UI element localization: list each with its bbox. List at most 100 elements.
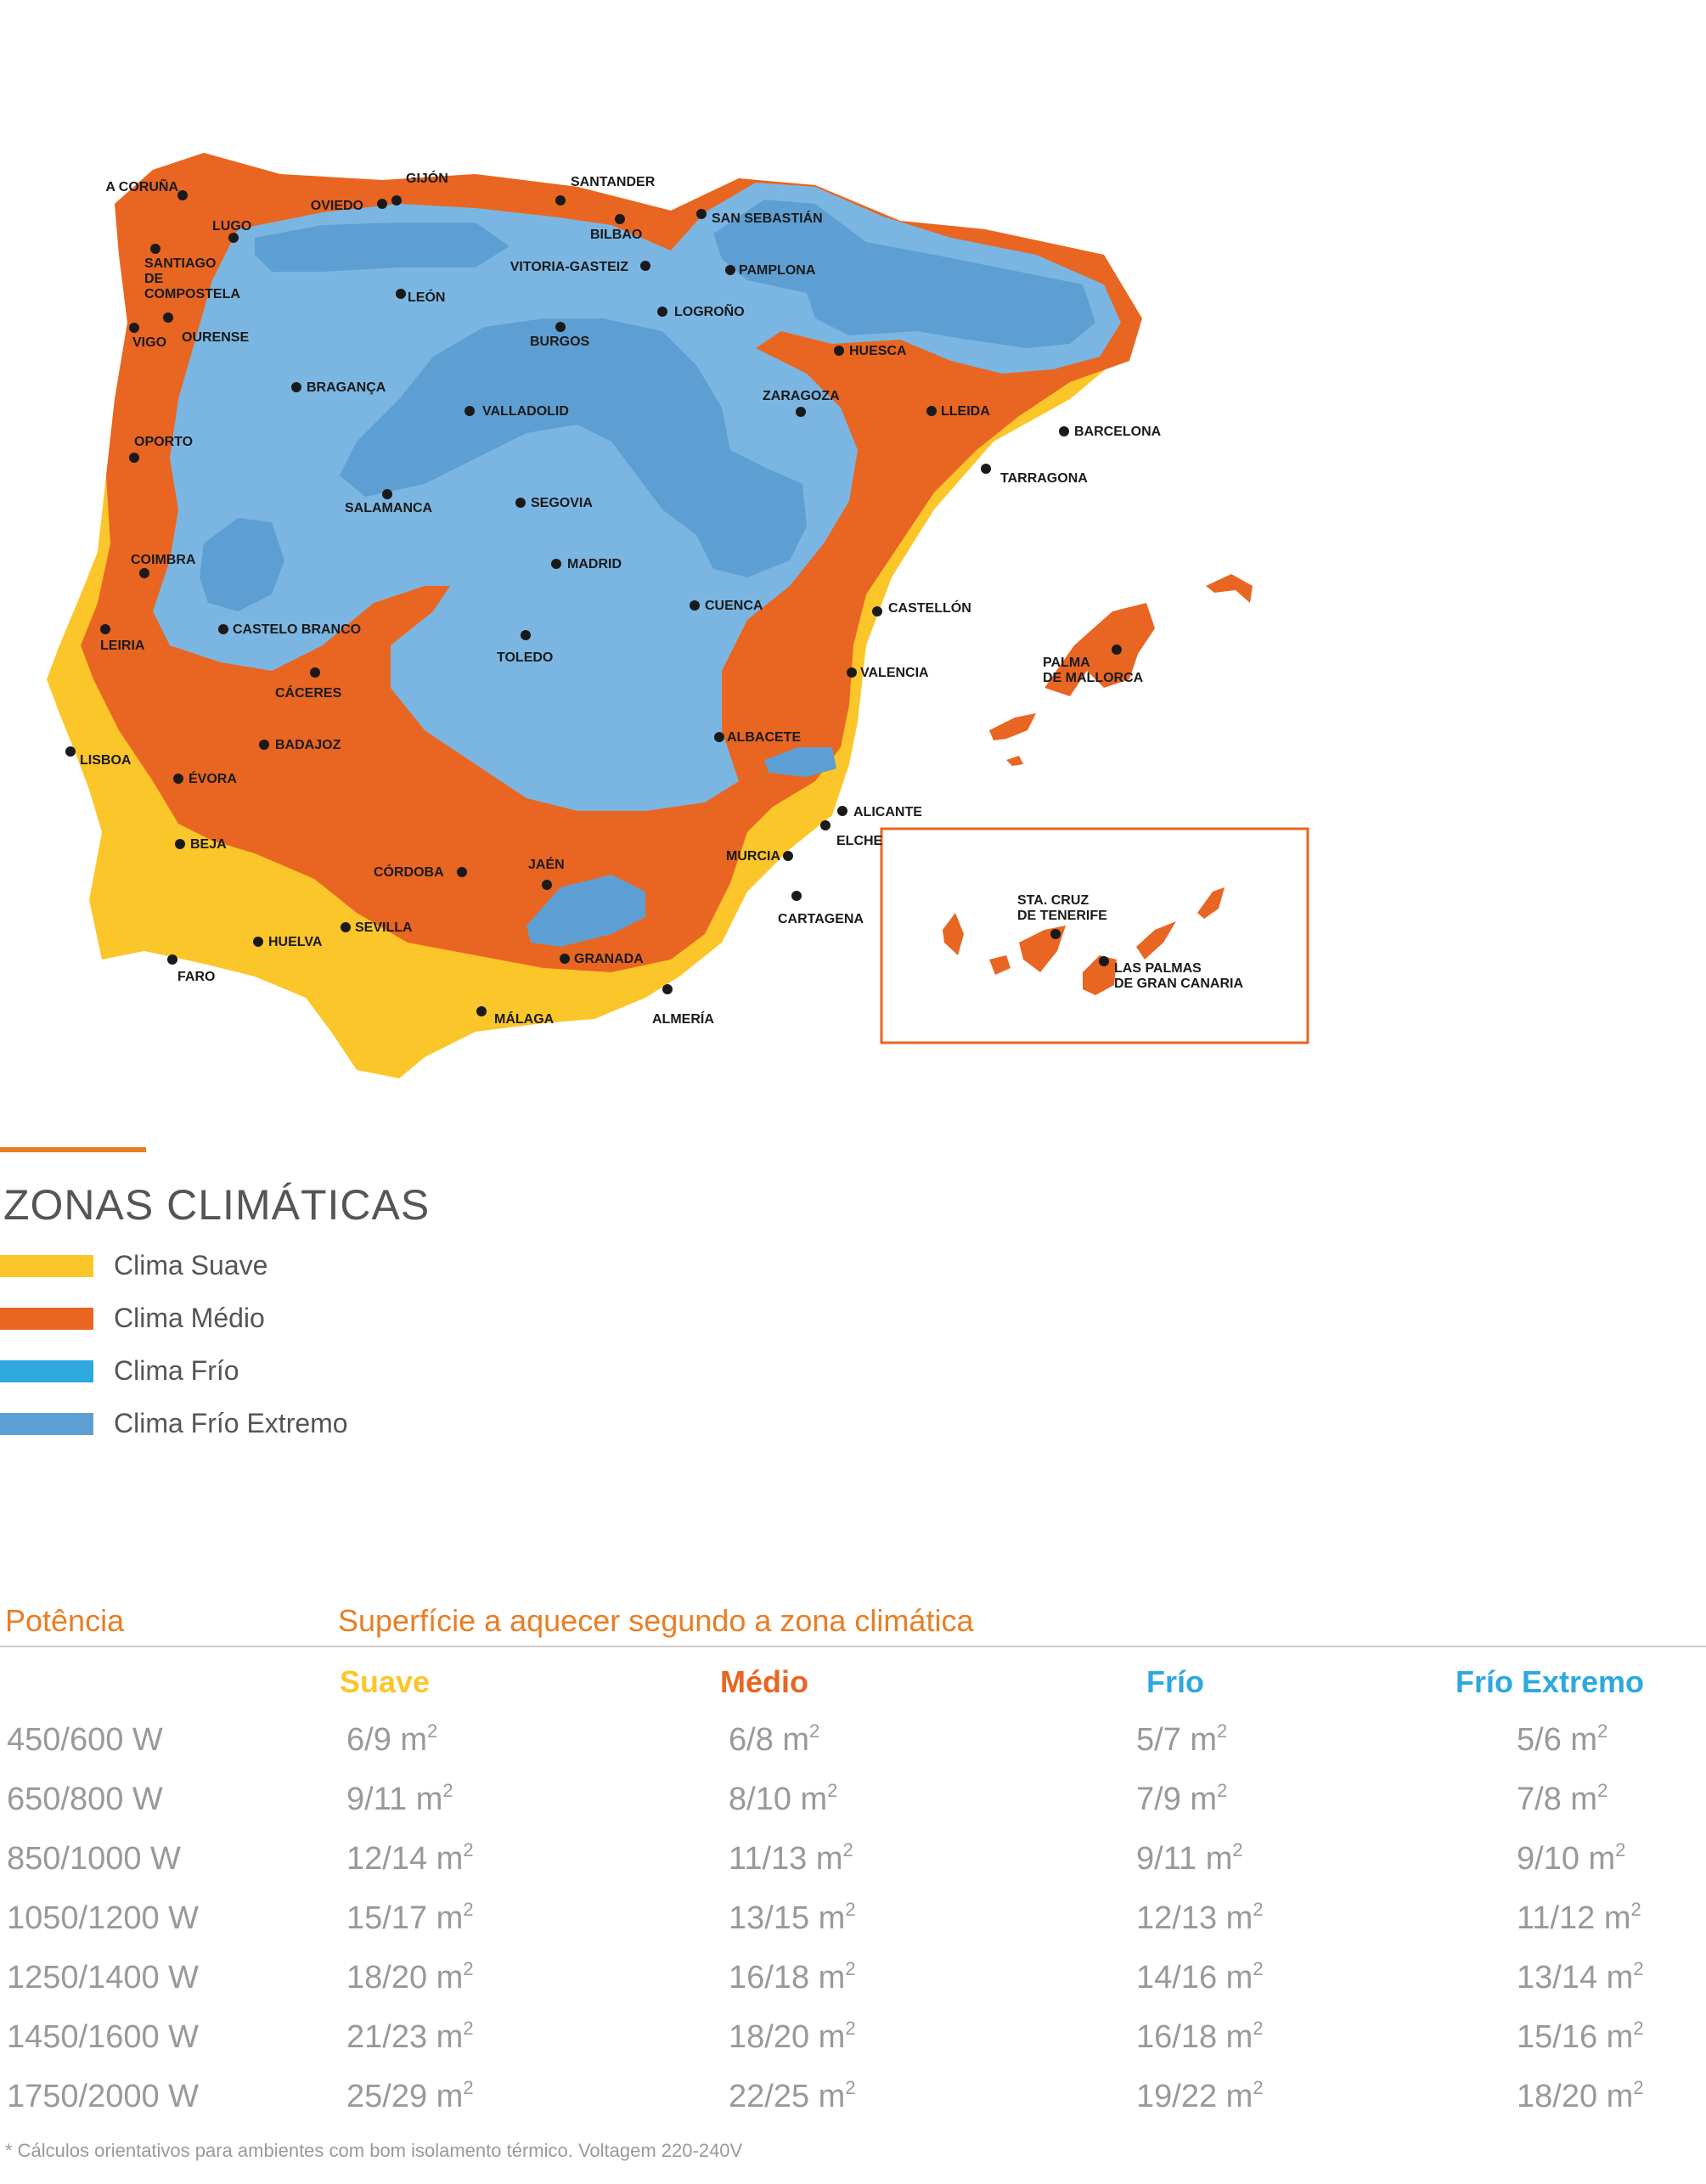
surface-cell: 25/29 m2 <box>346 2077 474 2114</box>
legend-label: Clima Frío Extremo <box>114 1408 348 1438</box>
city-label: LISBOA <box>80 753 132 768</box>
city-caceres: CÁCERES <box>275 667 342 701</box>
city-label: MÁLAGA <box>494 1010 555 1027</box>
city-palma: PALMA DE MALLORCA <box>1043 645 1144 685</box>
city-ourense: OURENSE <box>163 312 249 345</box>
city-dot <box>175 839 185 849</box>
legend-label: Clima Médio <box>114 1303 265 1333</box>
zone-header: Suave <box>340 1664 431 1699</box>
city-cordoba: CÓRDOBA <box>374 864 467 880</box>
city-label: HUELVA <box>268 935 323 949</box>
city-dot <box>542 880 552 890</box>
zone-frio-extremo-north <box>255 222 510 272</box>
legend-item: Clima Médio <box>0 1301 510 1335</box>
power-surface-table: Potência Superfície a aquecer segundo a … <box>0 1596 1706 2114</box>
city-dot <box>981 464 991 474</box>
city-dot <box>218 624 228 634</box>
city-label: LOGROÑO <box>674 302 745 319</box>
island-mallorca <box>1044 603 1155 696</box>
city-dot <box>476 1006 487 1016</box>
table-divider <box>0 1646 1706 1647</box>
city-las-palmas: LAS PALMAS DE GRAN CANARIA <box>1099 956 1243 991</box>
city-dot <box>791 891 802 901</box>
power-column-header: Potência <box>5 1603 125 1638</box>
city-dot <box>662 984 673 994</box>
city-dot <box>100 624 110 634</box>
city-label: SEVILLA <box>355 920 413 935</box>
city-dot <box>457 867 467 877</box>
city-dot <box>291 382 301 392</box>
city-label: A CORUÑA <box>105 177 178 194</box>
city-dot <box>1050 929 1061 939</box>
city-leon: LEÓN <box>396 289 445 305</box>
city-oporto: OPORTO <box>129 435 193 463</box>
surface-cell: 18/20 m2 <box>1517 2077 1644 2114</box>
city-label: PALMA DE MALLORCA <box>1043 656 1144 685</box>
zone-frio-extremo-pyrenees <box>713 200 1095 348</box>
city-label: VITORIA-GASTEIZ <box>510 260 628 274</box>
surface-cell: 16/18 m2 <box>1136 2018 1264 2055</box>
city-sevilla: SEVILLA <box>341 920 413 935</box>
surface-cell: 7/9 m2 <box>1136 1780 1228 1817</box>
city-coimbra: COIMBRA <box>131 553 196 578</box>
island-fuerteventura <box>1136 921 1176 960</box>
city-castelo-branco: CASTELO BRANCO <box>218 622 361 637</box>
city-dot <box>396 289 406 299</box>
city-dot <box>657 307 667 317</box>
city-label: MADRID <box>567 557 622 571</box>
city-label: GRANADA <box>574 952 644 966</box>
city-label: OVIEDO <box>311 199 363 213</box>
city-vitoria: VITORIA-GASTEIZ <box>510 260 650 274</box>
city-dot <box>521 630 531 640</box>
city-label: VIGO <box>132 335 166 350</box>
city-dot <box>872 606 882 616</box>
zone-header: Frío <box>1146 1664 1204 1699</box>
city-dot <box>796 407 806 417</box>
city-label: BADAJOZ <box>275 738 341 752</box>
city-label: LLEIDA <box>941 404 990 419</box>
city-pamplona: PAMPLONA <box>725 263 816 278</box>
city-label: STA. CRUZ DE TENERIFE <box>1017 893 1107 923</box>
island-formentera <box>1006 756 1023 766</box>
city-almeria: ALMERÍA <box>652 984 714 1027</box>
legend-swatch <box>0 1413 93 1435</box>
city-a-coruna: A CORUÑA <box>105 177 188 200</box>
city-zaragoza: ZARAGOZA <box>763 389 840 417</box>
surface-cell: 5/7 m2 <box>1136 1720 1228 1758</box>
legend-item: Clima Frío <box>0 1354 510 1388</box>
city-dot <box>555 322 566 332</box>
city-dot <box>173 774 183 784</box>
city-label: PAMPLONA <box>739 263 816 278</box>
surface-cell: 15/17 m2 <box>346 1899 474 1936</box>
surface-cell: 15/16 m2 <box>1517 2018 1644 2055</box>
city-gijon: GIJÓN <box>391 170 448 205</box>
city-label: CUENCA <box>705 599 763 613</box>
power-cell: 1250/1400 W <box>7 1960 200 1995</box>
city-label: BRAGANÇA <box>307 380 386 395</box>
city-jaen: JAÉN <box>528 856 565 890</box>
zone-frio <box>153 183 1121 811</box>
zone-frio-extremo-central <box>340 318 807 577</box>
city-label: BARCELONA <box>1074 425 1162 439</box>
island-gran-canaria <box>1083 955 1117 995</box>
city-valladolid: VALLADOLID <box>465 404 569 419</box>
city-label: LAS PALMAS DE GRAN CANARIA <box>1114 961 1243 991</box>
legend-item: Clima Frío Extremo <box>0 1406 510 1440</box>
city-dot <box>560 954 570 964</box>
city-dot <box>259 740 269 750</box>
surface-column-header: Superfície a aquecer segundo a zona clim… <box>338 1603 974 1638</box>
city-dot <box>228 233 239 243</box>
city-label: JAÉN <box>528 856 565 872</box>
city-label: SANTIAGO DE COMPOSTELA <box>144 256 240 301</box>
city-label: CASTELLÓN <box>888 599 971 616</box>
city-label: ALMERÍA <box>652 1010 714 1027</box>
city-oviedo: OVIEDO <box>311 199 387 213</box>
city-markers: A CORUÑA GIJÓN OVIEDO SANTANDER BILBAO SAN SE… <box>65 170 1243 1027</box>
city-huesca: HUESCA <box>834 344 907 358</box>
surface-cell: 12/13 m2 <box>1136 1899 1264 1936</box>
city-cuenca: CUENCA <box>690 599 763 613</box>
city-label: TOLEDO <box>497 650 553 665</box>
table-row: 1450/1600 W 21/23 m2 18/20 m2 16/18 m2 15/16… <box>0 2018 1706 2070</box>
surface-cell: 13/14 m2 <box>1517 1958 1644 1995</box>
city-dot <box>382 489 392 499</box>
